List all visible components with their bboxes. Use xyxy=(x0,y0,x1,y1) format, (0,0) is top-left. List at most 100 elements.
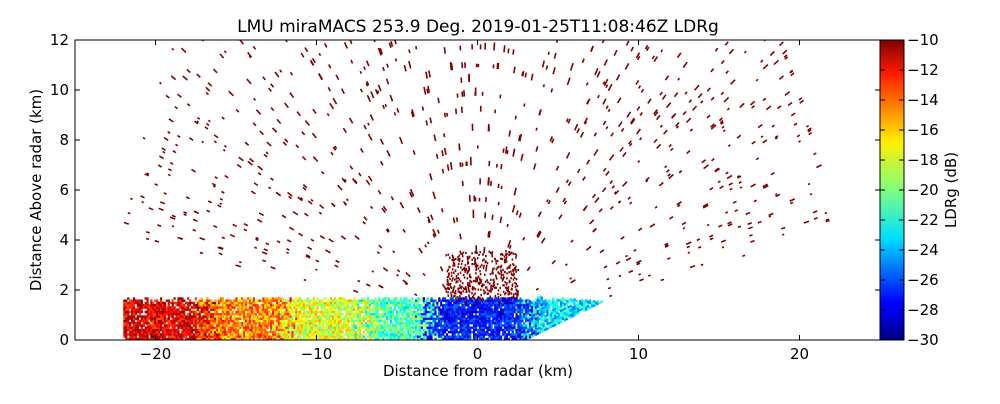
radar-return-pixel xyxy=(164,318,166,320)
radar-return-pixel xyxy=(543,320,545,322)
radar-return-pixel xyxy=(506,329,508,331)
radar-return-pixel xyxy=(361,311,363,313)
radar-return-pixel xyxy=(344,315,346,317)
radar-return-pixel xyxy=(324,297,326,299)
radar-return-pixel xyxy=(409,304,411,306)
radar-return-pixel xyxy=(313,320,315,322)
radar-return-dash xyxy=(513,149,515,157)
radar-return-pixel xyxy=(347,336,349,338)
radar-return-pixel xyxy=(390,327,392,329)
radar-return-pixel xyxy=(342,329,344,331)
radar-return-pixel xyxy=(475,265,477,267)
radar-return-pixel xyxy=(193,333,195,335)
radar-return-pixel xyxy=(266,336,268,338)
radar-return-pixel xyxy=(419,324,421,326)
radar-return-pixel xyxy=(442,327,444,329)
radar-return-pixel xyxy=(461,306,463,308)
radar-return-pixel xyxy=(147,315,149,317)
radar-return-pixel xyxy=(199,313,201,315)
radar-return-pixel xyxy=(440,333,442,335)
radar-return-pixel xyxy=(123,322,125,324)
radar-return-pixel xyxy=(336,333,338,335)
radar-return-pixel xyxy=(297,318,299,320)
radar-return-dash xyxy=(454,218,455,224)
radar-return-pixel xyxy=(367,302,369,304)
radar-return-pixel xyxy=(243,329,245,331)
radar-return-pixel xyxy=(384,331,386,333)
radar-return-pixel xyxy=(469,297,471,299)
radar-return-pixel xyxy=(371,333,373,335)
radar-return-pixel xyxy=(230,318,232,320)
radar-return-pixel xyxy=(291,320,293,322)
radar-return-pixel xyxy=(517,318,519,320)
radar-return-pixel xyxy=(498,318,500,320)
radar-return-pixel xyxy=(241,329,243,331)
radar-return-pixel xyxy=(421,333,423,335)
radar-return-pixel xyxy=(199,318,201,320)
radar-return-pixel xyxy=(369,306,371,308)
radar-return-pixel xyxy=(480,266,482,268)
radar-return-pixel xyxy=(326,336,328,338)
radar-return-pixel xyxy=(405,309,407,311)
radar-return-pixel xyxy=(299,320,301,322)
radar-return-pixel xyxy=(369,333,371,335)
radar-return-pixel xyxy=(261,324,263,326)
radar-return-dash xyxy=(769,213,774,215)
radar-return-pixel xyxy=(330,322,332,324)
radar-return-pixel xyxy=(307,313,309,315)
radar-return-pixel xyxy=(338,324,340,326)
radar-return-dash xyxy=(366,284,370,286)
radar-return-pixel xyxy=(411,315,413,317)
radar-return-pixel xyxy=(228,311,230,313)
radar-return-pixel xyxy=(262,309,264,311)
radar-return-pixel xyxy=(482,259,484,261)
radar-return-pixel xyxy=(241,311,243,313)
radar-return-pixel xyxy=(286,336,288,338)
radar-return-dash xyxy=(622,128,624,131)
radar-return-pixel xyxy=(204,315,206,317)
radar-return-pixel xyxy=(187,304,189,306)
radar-return-pixel xyxy=(232,331,234,333)
radar-return-pixel xyxy=(467,336,469,338)
radar-return-pixel xyxy=(438,315,440,317)
radar-return-pixel xyxy=(479,320,481,322)
radar-return-dash xyxy=(328,87,330,91)
radar-return-pixel xyxy=(375,302,377,304)
radar-return-pixel xyxy=(508,327,510,329)
radar-return-pixel xyxy=(291,300,293,302)
radar-return-pixel xyxy=(355,313,357,315)
radar-return-pixel xyxy=(197,322,199,324)
radar-return-pixel xyxy=(147,333,149,335)
radar-return-pixel xyxy=(419,315,421,317)
radar-return-pixel xyxy=(174,302,176,304)
radar-return-pixel xyxy=(164,302,166,304)
radar-return-pixel xyxy=(501,271,503,273)
radar-return-pixel xyxy=(478,282,480,284)
radar-return-pixel xyxy=(346,324,348,326)
radar-return-pixel xyxy=(272,320,274,322)
radar-return-pixel xyxy=(330,327,332,329)
radar-return-pixel xyxy=(454,320,456,322)
radar-return-pixel xyxy=(239,315,241,317)
radar-return-pixel xyxy=(154,315,156,317)
radar-return-pixel xyxy=(384,320,386,322)
radar-return-pixel xyxy=(162,333,164,335)
radar-return-pixel xyxy=(512,304,514,306)
radar-return-dash xyxy=(425,245,426,248)
radar-return-pixel xyxy=(504,302,506,304)
radar-return-pixel xyxy=(160,336,162,338)
radar-return-pixel xyxy=(317,315,319,317)
radar-return-pixel xyxy=(212,320,214,322)
radar-return-pixel xyxy=(378,336,380,338)
radar-return-dash xyxy=(721,61,724,64)
radar-return-pixel xyxy=(290,327,292,329)
radar-return-pixel xyxy=(317,306,319,308)
radar-return-pixel xyxy=(471,281,473,283)
radar-return-dash xyxy=(239,157,244,161)
radar-return-pixel xyxy=(496,302,498,304)
radar-return-pixel xyxy=(156,322,158,324)
radar-return-pixel xyxy=(262,318,264,320)
radar-return-dash xyxy=(826,219,829,220)
radar-return-pixel xyxy=(440,336,442,338)
radar-return-pixel xyxy=(415,324,417,326)
